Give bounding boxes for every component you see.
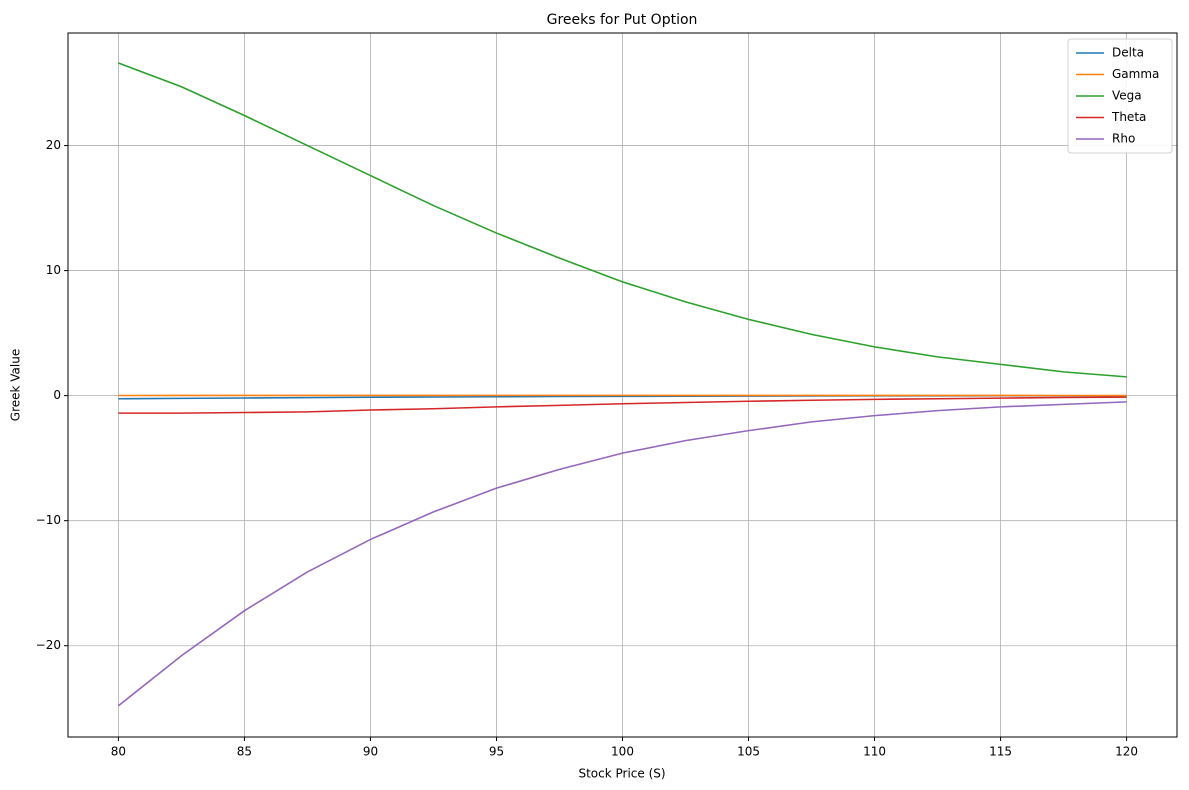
x-tick-label: 120 [1115, 745, 1138, 759]
x-tick-label: 95 [489, 745, 504, 759]
x-tick-label: 100 [611, 745, 634, 759]
chart-title: Greeks for Put Option [547, 12, 698, 28]
x-tick-label: 110 [863, 745, 886, 759]
legend-label: Gamma [1112, 67, 1159, 81]
y-tick-label: 0 [53, 388, 61, 402]
plot-frame [67, 32, 1178, 738]
x-tick-label: 115 [989, 745, 1012, 759]
legend: Delta Gamma Vega Theta Rho [1067, 38, 1173, 154]
y-axis-label: Greek Value [9, 349, 23, 421]
y-tick-label: 10 [46, 263, 61, 277]
series-line [117, 401, 1127, 707]
y-tick-label: 20 [46, 138, 61, 152]
legend-label: Vega [1112, 89, 1142, 103]
y-tick-label: −20 [36, 638, 61, 652]
y-tick-label: −10 [36, 513, 61, 527]
series-line [118, 62, 1127, 378]
legend-label: Rho [1112, 132, 1135, 146]
x-axis-label: Stock Price (S) [578, 767, 665, 781]
x-tick-label: 85 [237, 745, 252, 759]
legend-label: Theta [1111, 110, 1146, 124]
x-tick-label: 105 [737, 745, 760, 759]
series-line [118, 396, 1127, 414]
legend-box [1067, 38, 1173, 154]
x-tick-label: 90 [363, 745, 378, 759]
legend-label: Delta [1112, 46, 1144, 60]
x-tick-label: 80 [111, 745, 126, 759]
